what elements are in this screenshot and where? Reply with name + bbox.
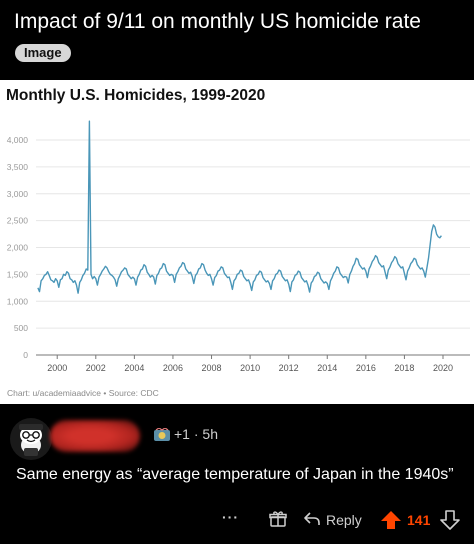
upvote-arrow-icon[interactable] [380,510,402,530]
x-tick-label: 2010 [240,363,260,373]
comment-actions: ··· Reply 141 [0,508,474,532]
reply-arrow-icon[interactable] [303,511,321,527]
post-title: Impact of 9/11 on monthly US homicide ra… [14,10,421,33]
y-tick-label: 500 [14,323,28,333]
x-tick-label: 2018 [394,363,414,373]
y-tick-label: 3,500 [7,162,29,172]
x-tick-label: 2008 [202,363,222,373]
x-tick-label: 2000 [47,363,67,373]
chart-title: Monthly U.S. Homicides, 1999-2020 [6,87,266,104]
x-tick-label: 2014 [317,363,337,373]
y-tick-label: 1,000 [7,296,29,306]
comment-body: Same energy as “average temperature of J… [16,466,454,483]
award-icon[interactable] [154,428,170,442]
x-tick-label: 2020 [433,363,453,373]
y-tick-label: 4,000 [7,135,29,145]
y-tick-label: 1,500 [7,269,29,279]
media-type-badge: Image [15,44,71,62]
downvote-arrow-icon[interactable] [440,510,460,530]
vote-score: 141 [407,512,431,528]
more-options-button[interactable]: ··· [222,509,239,525]
chart-source: Chart: u/academiaadvice • Source: CDC [7,388,159,398]
x-tick-label: 2002 [86,363,106,373]
series-line [37,120,442,294]
x-tick-label: 2004 [124,363,144,373]
y-tick-label: 0 [23,350,28,360]
x-tick-label: 2016 [356,363,376,373]
snoo-avatar-icon[interactable] [10,418,52,460]
reply-button[interactable]: Reply [326,512,362,528]
y-tick-label: 2,500 [7,216,29,226]
x-tick-label: 2006 [163,363,183,373]
line-chart: 0 500 1,000 1,500 2,000 2,500 3,000 3,500 4,000 2… [7,120,470,373]
y-tick-label: 3,000 [7,189,29,199]
x-tick-label: 2012 [279,363,299,373]
comment-meta: +1 · 5h [174,426,218,442]
redacted-username [50,420,140,452]
comment: +1 · 5h Same energy as “average temperat… [0,404,474,544]
y-tick-label: 2,000 [7,243,29,253]
chart-image[interactable]: Monthly U.S. Homicides, 1999-2020 0 500 1,… [0,80,474,404]
gift-icon[interactable] [269,510,287,528]
